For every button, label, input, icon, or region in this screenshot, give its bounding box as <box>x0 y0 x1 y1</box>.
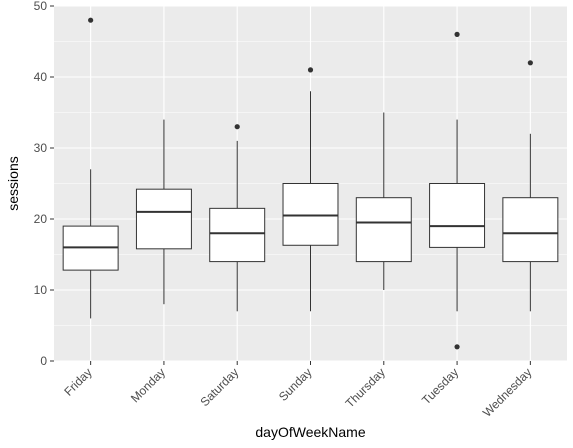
x-tick-label: Tuesday <box>419 365 461 407</box>
y-tick-label: 50 <box>34 0 48 13</box>
box-layer <box>62 17 559 350</box>
box-friday <box>62 17 119 319</box>
y-axis: 0 10 20 30 40 50 <box>34 0 54 368</box>
x-tick-label: Monday <box>128 365 168 405</box>
outlier-point <box>454 344 460 350</box>
outlier-point <box>307 67 314 73</box>
box-tuesday <box>429 31 486 350</box>
box-sunday <box>282 67 339 312</box>
iqr-box <box>282 183 339 246</box>
x-axis: Friday Monday Saturday Sunday Thursday Tuesda… <box>61 361 534 420</box>
box-wednesday <box>502 60 559 312</box>
iqr-box <box>429 183 486 248</box>
x-tick-label: Wednesday <box>480 365 535 420</box>
y-axis-title: sessions <box>5 156 21 210</box>
outlier-point <box>234 124 240 130</box>
x-tick-label: Saturday <box>197 365 241 409</box>
x-tick-label: Friday <box>61 365 94 398</box>
outlier-point <box>527 60 533 66</box>
iqr-box <box>355 197 412 263</box>
y-tick-label: 0 <box>40 354 47 368</box>
box-saturday <box>209 124 266 312</box>
box-thursday <box>355 112 412 290</box>
y-tick-label: 40 <box>34 70 48 84</box>
y-tick-label: 10 <box>34 283 48 297</box>
x-tick-label: Thursday <box>343 365 388 410</box>
iqr-box <box>135 188 192 250</box>
x-axis-title: dayOfWeekName <box>255 424 365 440</box>
outlier-point <box>454 31 460 37</box>
iqr-box <box>209 207 266 263</box>
iqr-box <box>502 197 559 263</box>
y-tick-label: 20 <box>34 212 48 226</box>
box-monday <box>135 119 192 305</box>
x-tick-label: Sunday <box>276 365 315 404</box>
y-tick-label: 30 <box>34 141 48 155</box>
outlier-point <box>88 17 94 23</box>
